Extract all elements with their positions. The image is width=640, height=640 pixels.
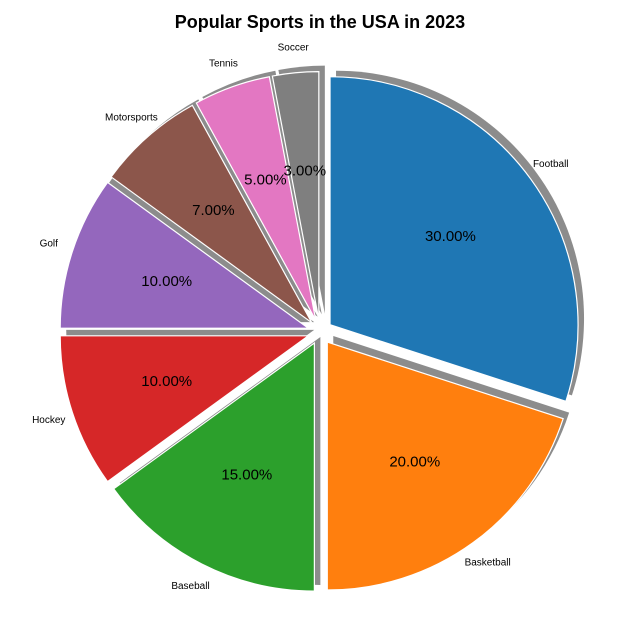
percent-label-golf: 10.00% xyxy=(141,273,192,290)
pie-slice-soccer xyxy=(271,71,320,320)
pie-slice-motorsports xyxy=(110,104,313,324)
pie-slice-basketball xyxy=(326,341,564,591)
pie-slice-football xyxy=(329,76,579,403)
category-label-basketball: Basketball xyxy=(465,557,511,568)
category-label-soccer: Soccer xyxy=(278,43,310,54)
category-label-motorsports: Motorsports xyxy=(105,113,158,124)
category-label-tennis: Tennis xyxy=(209,58,238,69)
pie-slice-baseball xyxy=(112,341,315,592)
slice-layer xyxy=(59,71,579,592)
pie-slice-hockey xyxy=(59,335,311,483)
chart-title: Popular Sports in the USA in 2023 xyxy=(174,12,466,32)
category-label-hockey: Hockey xyxy=(32,415,65,426)
percent-label-soccer: 3.00% xyxy=(284,162,327,179)
percent-label-hockey: 10.00% xyxy=(141,373,192,390)
percent-label-football: 30.00% xyxy=(425,228,476,245)
percent-label-basketball: 20.00% xyxy=(389,453,440,470)
category-label-baseball: Baseball xyxy=(171,581,209,592)
percent-label-tennis: 5.00% xyxy=(244,171,287,188)
category-label-football: Football xyxy=(533,159,569,170)
label-layer: Football 30.00% Basketball 20.00% Baseball 15… xyxy=(32,43,568,592)
percent-label-baseball: 15.00% xyxy=(221,467,272,484)
pie-slice-golf xyxy=(59,181,311,329)
percent-label-motorsports: 7.00% xyxy=(192,202,235,219)
category-label-golf: Golf xyxy=(40,239,59,250)
pie-slice-tennis xyxy=(195,76,317,321)
